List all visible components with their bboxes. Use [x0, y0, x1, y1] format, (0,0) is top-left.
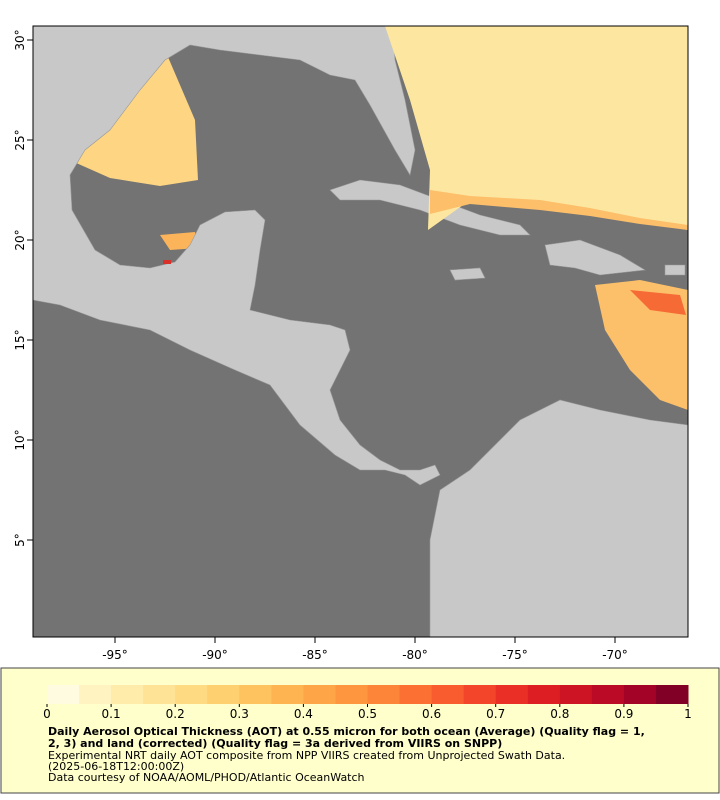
colorbar-tick-label: 0.1	[102, 707, 121, 721]
map-border	[32, 25, 689, 638]
aerosol-patch	[163, 260, 171, 264]
colorbar-segment	[559, 685, 593, 704]
x-tick-label: -80°	[402, 648, 428, 662]
colorbar-tick-label: 0.5	[358, 707, 377, 721]
x-tick-label: -90°	[202, 648, 228, 662]
colorbar-segment	[271, 685, 304, 704]
colorbar-tick-label: 0.6	[422, 707, 441, 721]
x-tick-label: -75°	[502, 648, 528, 662]
colorbar-segment	[399, 685, 433, 704]
caption-title: Daily Aerosol Optical Thickness (AOT) at…	[48, 725, 645, 738]
y-tick-label: 10°	[13, 429, 27, 450]
colorbar-segment	[591, 685, 625, 704]
aerosol-patch	[630, 290, 686, 315]
caption-title: 2, 3) and land (corrected) (Quality flag…	[48, 737, 502, 750]
colorbar-tick-label: 0	[43, 707, 51, 721]
colorbar-segment	[495, 685, 529, 704]
x-tick-label: -85°	[302, 648, 328, 662]
aerosol-patch	[385, 26, 688, 230]
y-tick-label: 25°	[13, 129, 27, 150]
caption: Daily Aerosol Optical Thickness (AOT) at…	[48, 725, 645, 784]
colorbar-segment	[623, 685, 657, 704]
caption-line: (2025-06-18T12:00:00Z)	[48, 760, 184, 773]
map-frame	[32, 25, 689, 638]
caption-line: Data courtesy of NOAA/AOML/PHOD/Atlantic…	[48, 771, 365, 784]
aerosol-patch	[595, 280, 688, 410]
colorbar-segment	[335, 685, 368, 704]
x-tick-label: -70°	[602, 648, 628, 662]
aerosol-patch	[430, 190, 688, 230]
y-tick-label: 30°	[13, 29, 27, 50]
colorbar-segment	[175, 685, 208, 704]
puerto-rico	[664, 264, 686, 276]
colorbar-tick-label: 0.7	[486, 707, 505, 721]
colorbar-segment	[463, 685, 497, 704]
colorbar-segment	[431, 685, 465, 704]
colorbar-segment	[143, 685, 176, 704]
y-tick-label: 15°	[13, 329, 27, 350]
colorbar-tick-label: 0.3	[230, 707, 249, 721]
y-tick-label: 5°	[13, 533, 27, 547]
colorbar-segment	[527, 685, 561, 704]
y-tick-label: 20°	[13, 229, 27, 250]
aerosol-layer	[163, 26, 688, 410]
aerosol-patch	[160, 232, 198, 250]
caption-line: Experimental NRT daily AOT composite fro…	[48, 749, 565, 762]
land	[32, 25, 689, 638]
north-central-america	[32, 25, 441, 486]
hispaniola	[544, 239, 646, 276]
colorbar-segment	[303, 685, 336, 704]
colorbar: 0 0.1 0.2 0.3 0.4 0.5 0.6 0.7 0.8 0.9 1	[43, 685, 692, 721]
colorbar-segment	[655, 685, 689, 704]
colorbar-segment	[367, 685, 401, 704]
colorbar-segment	[47, 685, 80, 704]
colorbar-segment	[207, 685, 240, 704]
axes: -95° -90° -85° -80° -75° -70° 5° 10° 15° 20° 25° 30…	[13, 29, 628, 662]
colorbar-tick-label: 0.4	[294, 707, 313, 721]
colorbar-segment	[239, 685, 272, 704]
colorbar-tick-label: 0.9	[614, 707, 633, 721]
colorbar-tick-label: 0.2	[166, 707, 185, 721]
jamaica	[449, 267, 486, 281]
colorbar-segment	[111, 685, 144, 704]
colorbar-tick-label: 1	[684, 707, 692, 721]
colorbar-tick-label: 0.8	[550, 707, 569, 721]
x-tick-label: -95°	[102, 648, 128, 662]
colorbar-segment	[79, 685, 112, 704]
